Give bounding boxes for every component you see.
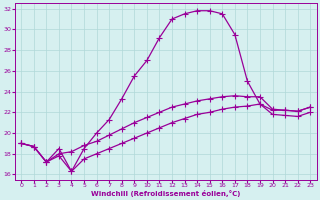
X-axis label: Windchill (Refroidissement éolien,°C): Windchill (Refroidissement éolien,°C) [91,190,240,197]
